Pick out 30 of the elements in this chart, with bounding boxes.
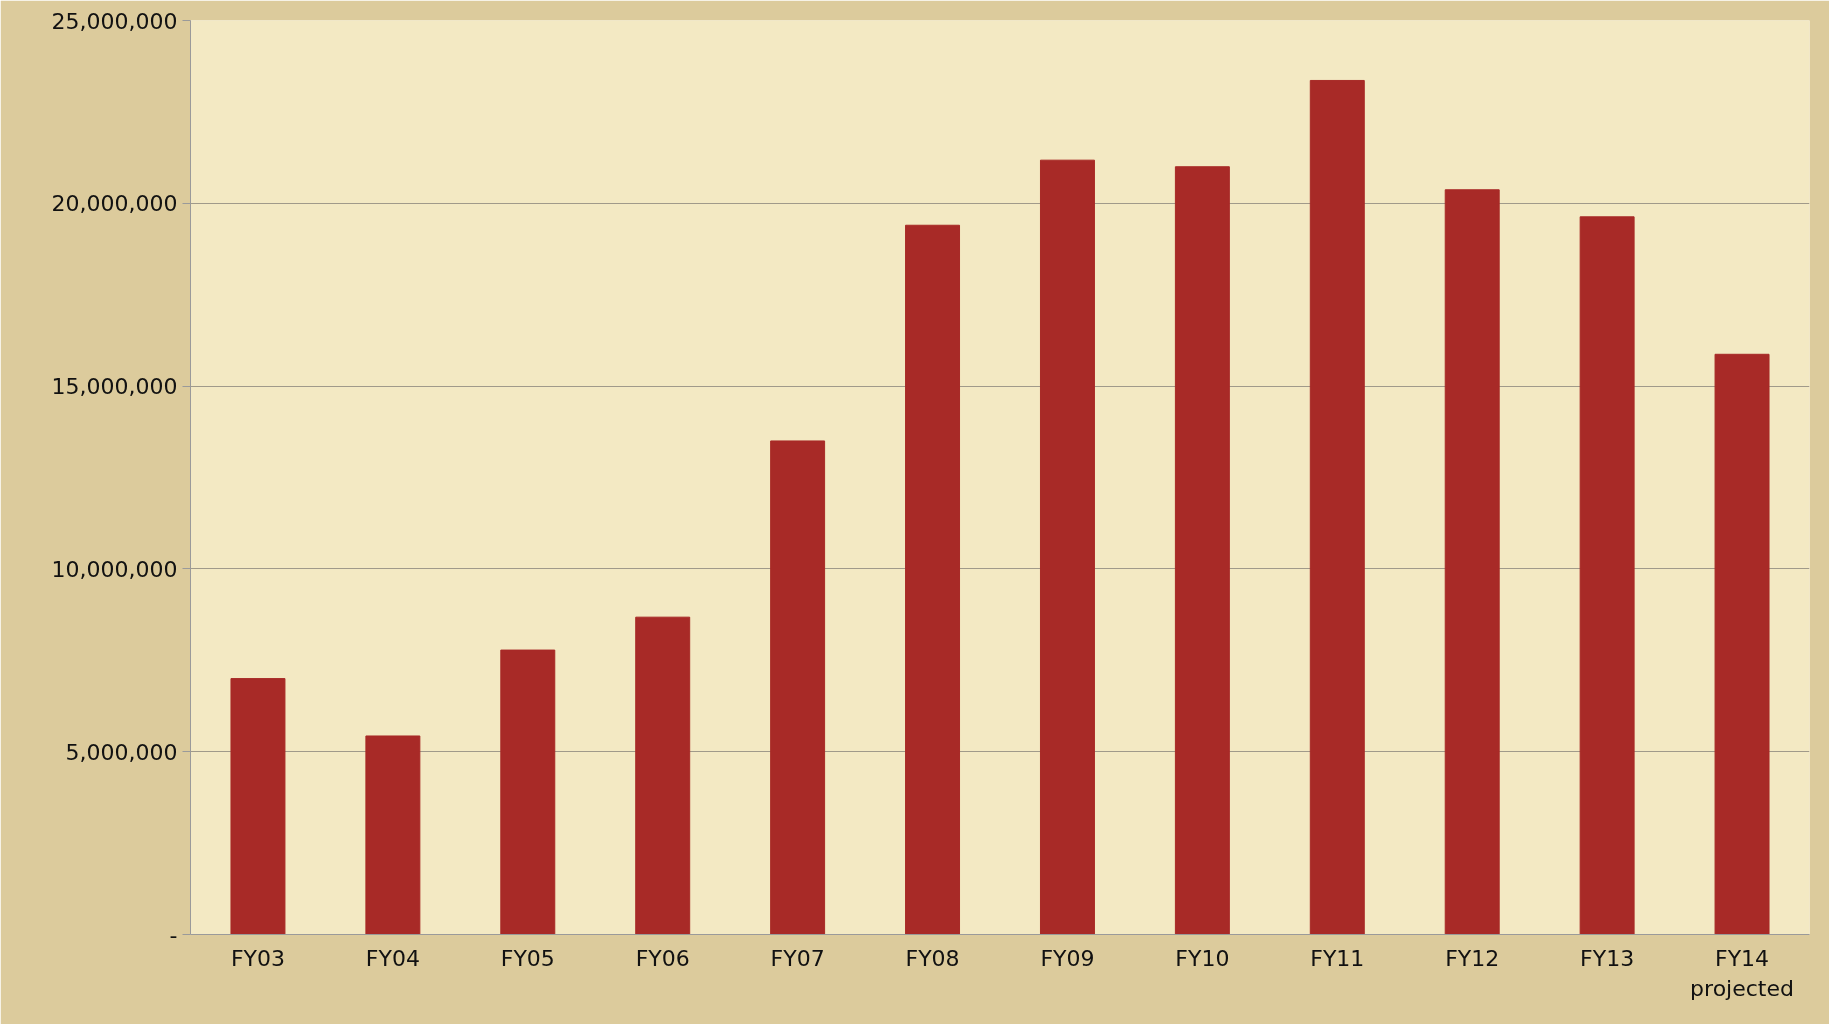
bar xyxy=(365,735,421,935)
bar xyxy=(230,678,286,935)
x-tick-label: FY11 xyxy=(1310,945,1365,971)
y-tick-label: 25,000,000 xyxy=(51,8,178,34)
bar xyxy=(635,616,691,935)
x-tick-label: FY06 xyxy=(635,945,690,971)
bar xyxy=(1444,189,1500,935)
bar xyxy=(770,440,826,935)
x-tick-label: FY08 xyxy=(905,945,960,971)
x-tick-label: FY03 xyxy=(230,945,286,971)
x-tick-label: FY05 xyxy=(500,945,555,971)
y-tick-label: 5,000,000 xyxy=(65,739,178,765)
y-tick-label: 15,000,000 xyxy=(51,374,178,400)
bar xyxy=(905,224,961,935)
y-tick-label: 20,000,000 xyxy=(51,191,178,217)
x-tick-label: FY07 xyxy=(770,945,825,971)
x-tick-label: FY09 xyxy=(1040,945,1095,971)
bar xyxy=(1039,159,1095,935)
y-tick-label: - xyxy=(169,922,178,948)
x-tick-label: FY14 projected xyxy=(1690,945,1794,1001)
x-tick-label: FY13 xyxy=(1580,945,1635,971)
bar xyxy=(500,649,556,935)
bar xyxy=(1174,166,1230,935)
bar xyxy=(1309,79,1365,935)
y-tick-label: 10,000,000 xyxy=(51,556,178,582)
bar xyxy=(1714,353,1770,935)
x-tick-label: FY10 xyxy=(1175,945,1230,971)
bar xyxy=(1579,216,1635,935)
x-tick-label: FY12 xyxy=(1445,945,1500,971)
x-tick-label: FY04 xyxy=(365,945,420,971)
